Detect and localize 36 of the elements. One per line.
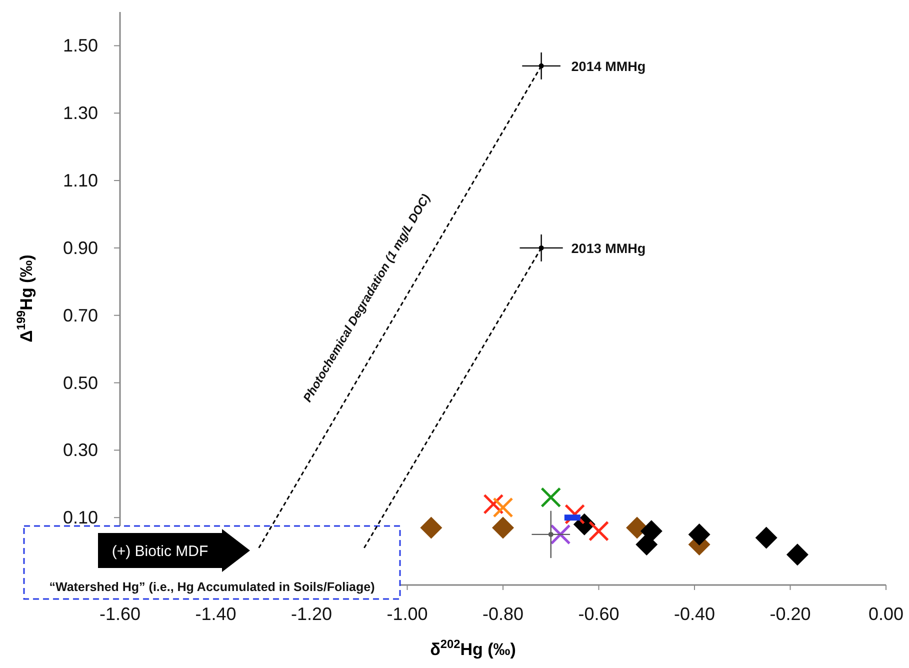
- point: [538, 63, 544, 68]
- y-tick-label: 1.30: [62, 103, 98, 124]
- y-tick-label: 0.90: [62, 238, 98, 258]
- point: [492, 497, 514, 518]
- x-tick-label: -0.80: [482, 604, 524, 624]
- y-tick-label: 0.50: [62, 372, 98, 393]
- point: [540, 487, 562, 508]
- point: [548, 532, 554, 537]
- y-tick-label: 1.50: [62, 36, 98, 56]
- point: [420, 516, 442, 539]
- point: [492, 516, 514, 539]
- annotation: 2014 MMHg: [571, 58, 646, 74]
- point: [755, 526, 778, 549]
- point: [636, 534, 658, 556]
- point: [588, 520, 609, 542]
- x-tick-label: -0.60: [578, 604, 620, 624]
- y-tick-label: 0.10: [62, 508, 98, 528]
- y-tick-label: 0.70: [62, 305, 98, 326]
- x-tick-label: 0.00: [868, 604, 904, 624]
- point: [786, 544, 808, 566]
- x-tick-label: -1.40: [195, 604, 236, 624]
- annotation: (+) Biotic MDF: [112, 543, 208, 560]
- point: [538, 245, 544, 250]
- x-tick-label: -1.20: [290, 604, 332, 624]
- x-tick-label: -1.00: [386, 604, 428, 624]
- point: [688, 523, 710, 546]
- point: [550, 524, 571, 545]
- annotation: “Watershed Hg” (i.e., Hg Accumulated in Soils/Foliage): [49, 580, 375, 594]
- point: [564, 504, 586, 524]
- y-tick-label: 0.30: [62, 440, 98, 460]
- x-tick-label: -0.40: [674, 604, 716, 624]
- annotation: 2013 MMHg: [571, 240, 646, 256]
- x-axis-title: δ$^{202}$Hg (‰): [430, 637, 516, 659]
- x-tick-label: -0.20: [770, 604, 811, 624]
- x-tick-label: -1.60: [99, 604, 141, 624]
- y-tick-label: 1.10: [62, 170, 98, 191]
